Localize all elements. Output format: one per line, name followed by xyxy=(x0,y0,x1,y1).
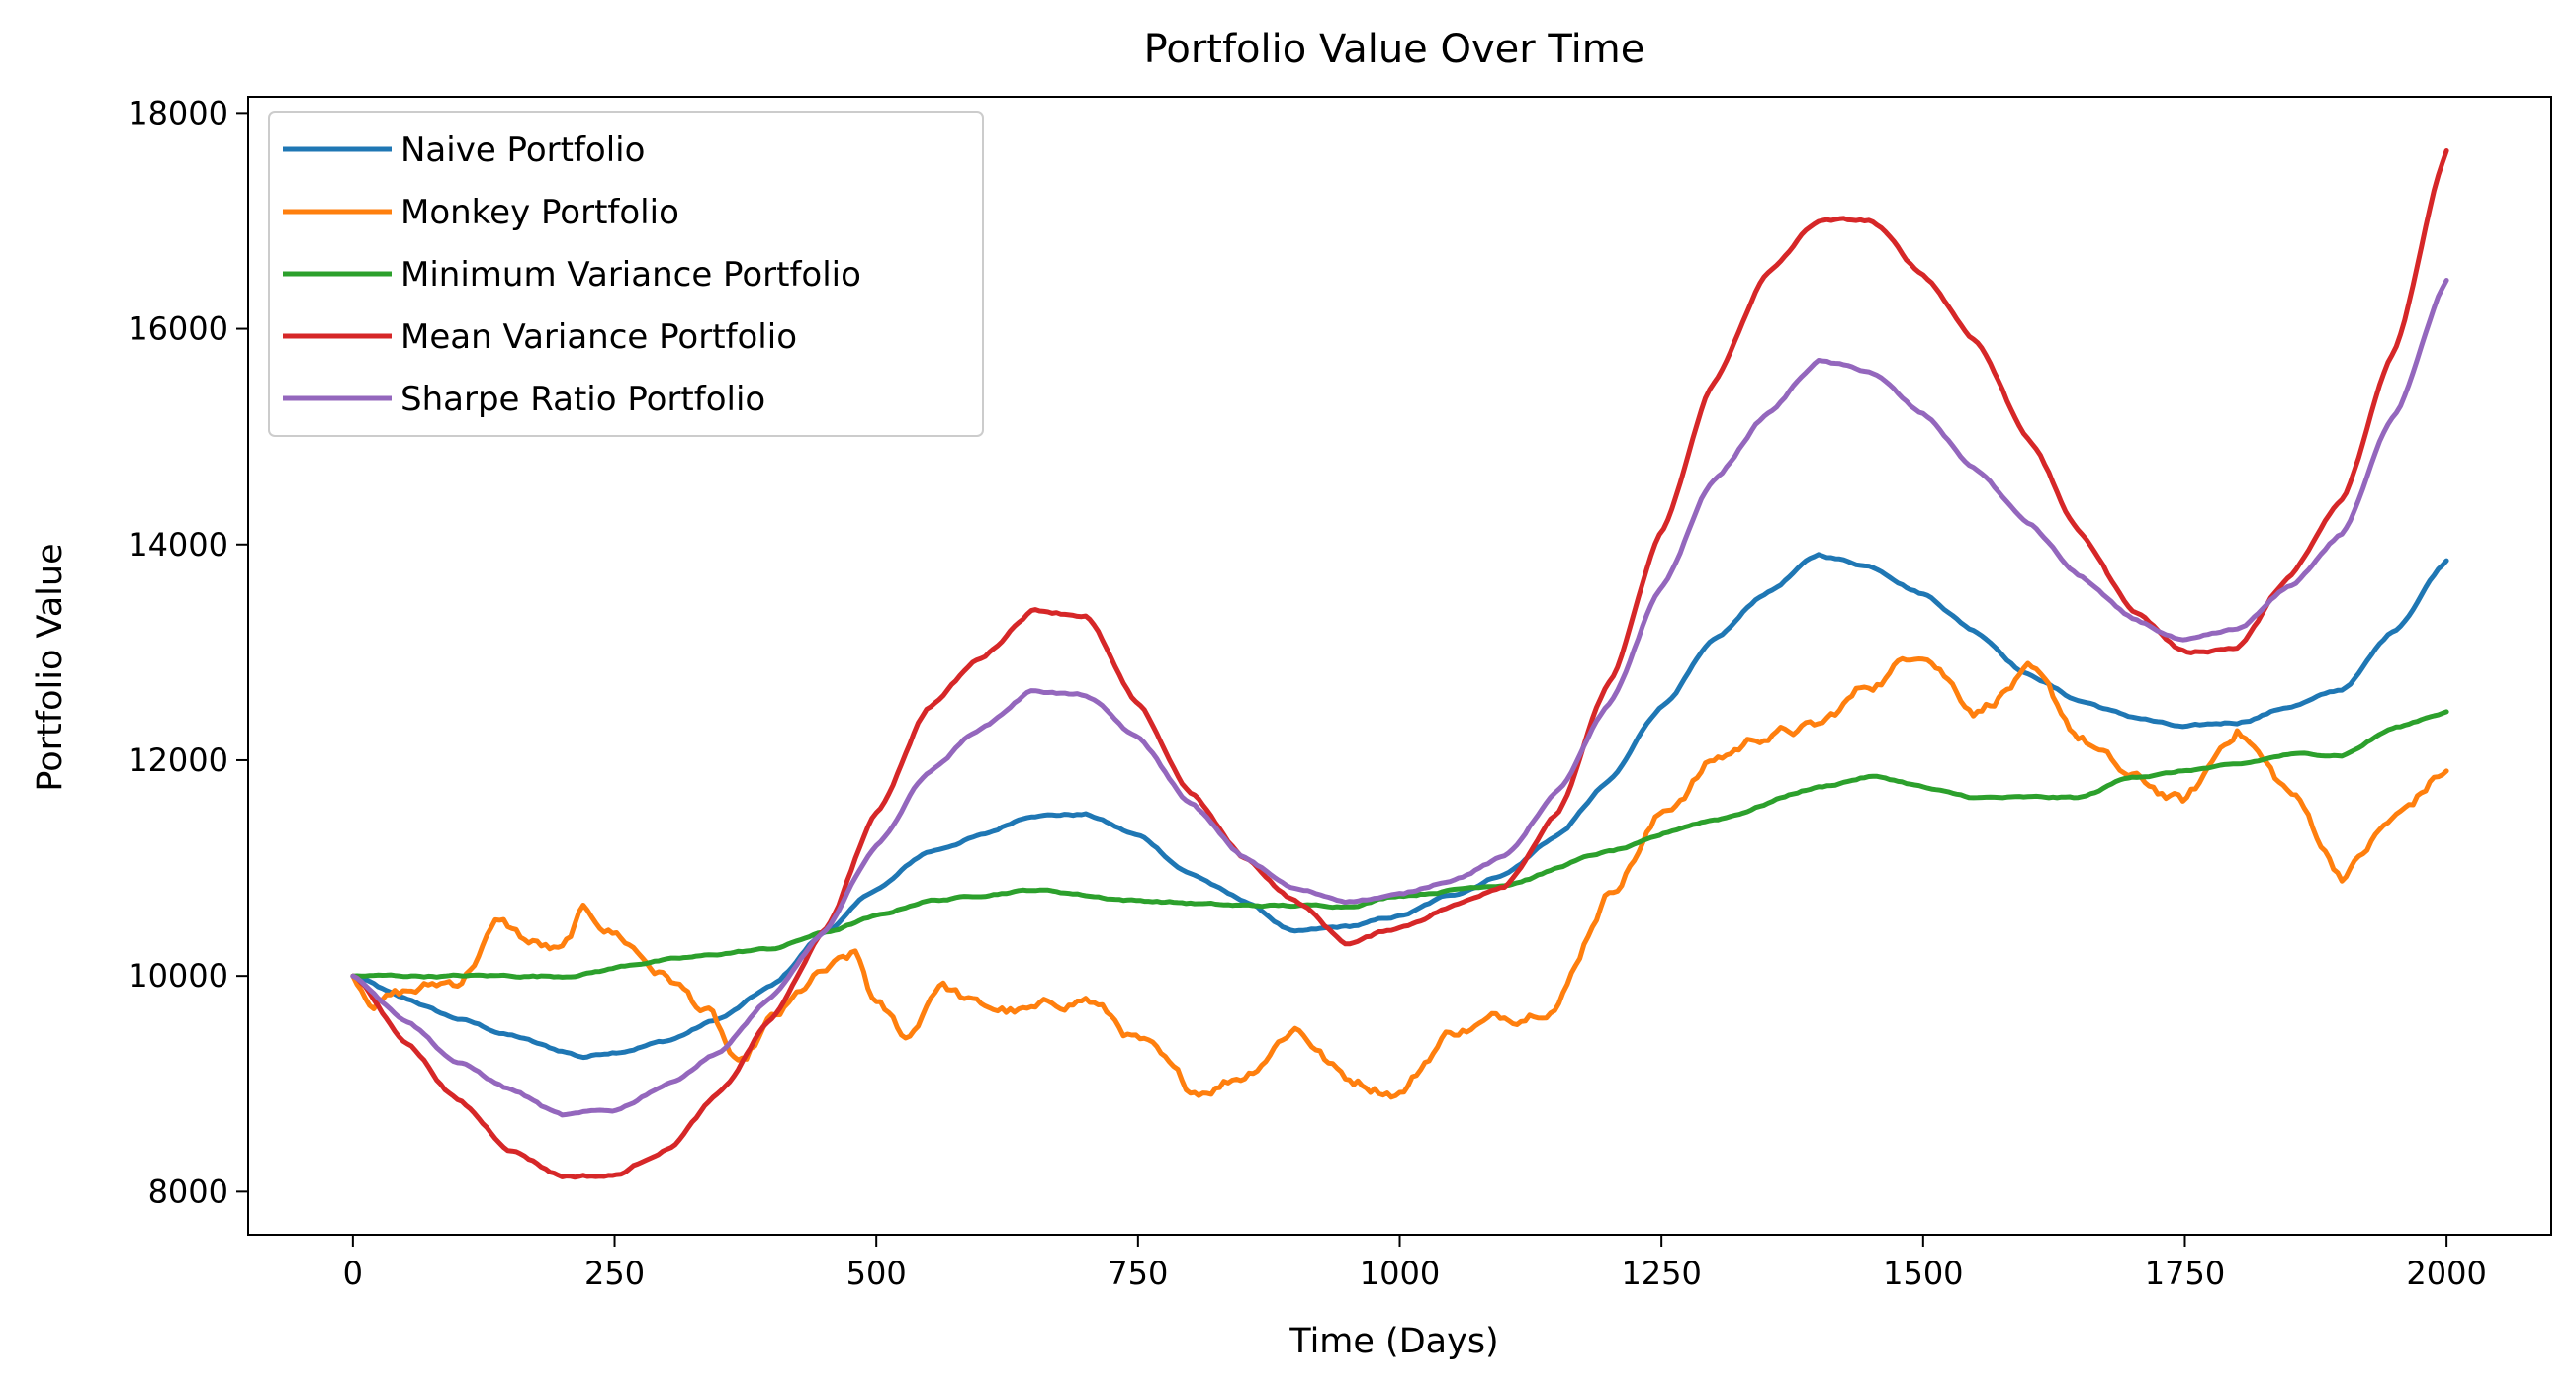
legend-label: Monkey Portfolio xyxy=(400,193,679,232)
series-line-minimum-variance-portfolio xyxy=(350,709,2449,980)
x-axis-title: Time (Days) xyxy=(1288,1322,1498,1361)
x-tick-label: 1000 xyxy=(1360,1255,1440,1292)
plot-area: 0 250 500 750 1000 1250 1500 1750 2000 8000 10000 1… xyxy=(128,94,2552,1292)
legend-label: Naive Portfolio xyxy=(400,130,645,170)
legend: Naive Portfolio Monkey Portfolio Minimum V… xyxy=(268,111,984,437)
y-tick-label: 16000 xyxy=(128,310,228,348)
x-tick-label: 250 xyxy=(584,1255,645,1292)
x-tick-label: 1750 xyxy=(2145,1255,2225,1292)
y-tick-label: 8000 xyxy=(148,1173,228,1210)
series-line-mean-variance-portfolio xyxy=(350,148,2449,1180)
y-axis-title: Portfolio Value xyxy=(31,543,70,791)
x-tick-label: 2000 xyxy=(2406,1255,2486,1292)
series-line-monkey-portfolio xyxy=(350,655,2449,1100)
y-tick-label: 18000 xyxy=(128,94,228,131)
x-tick-label: 0 xyxy=(343,1255,363,1292)
legend-label: Sharpe Ratio Portfolio xyxy=(400,380,765,419)
legend-box xyxy=(268,111,984,437)
chart-title: Portfolio Value Over Time xyxy=(1144,27,1645,72)
y-tick-label: 12000 xyxy=(128,741,228,779)
legend-label: Mean Variance Portfolio xyxy=(400,317,797,357)
x-tick-label: 750 xyxy=(1108,1255,1168,1292)
series-line-naive-portfolio xyxy=(350,552,2449,1061)
y-tick-label: 14000 xyxy=(128,526,228,564)
y-tick-label: 10000 xyxy=(128,957,228,995)
x-tick-label: 1250 xyxy=(1621,1255,1701,1292)
x-tick-label: 1500 xyxy=(1883,1255,1963,1292)
x-tick-label: 500 xyxy=(846,1255,907,1292)
legend-label: Minimum Variance Portfolio xyxy=(400,255,861,295)
series-line-sharpe-ratio-portfolio xyxy=(350,278,2449,1118)
